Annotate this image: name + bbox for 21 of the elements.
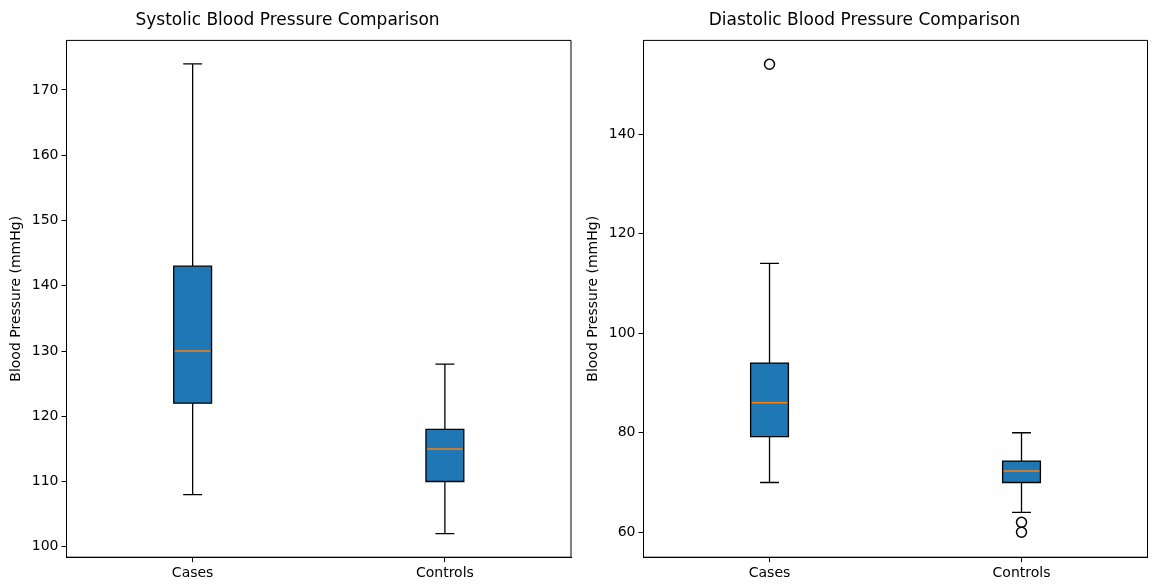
chart-title: Systolic Blood Pressure Comparison (135, 8, 440, 29)
y-tick-label: 120 (31, 406, 59, 423)
y-tick-label: 160 (31, 145, 59, 162)
x-tick-label: Controls (415, 564, 474, 581)
y-tick-label: 140 (608, 124, 636, 141)
y-tick-label: 120 (608, 224, 636, 241)
y-tick-label: 170 (31, 80, 59, 97)
y-tick-label: 60 (617, 522, 636, 539)
y-tick-label: 80 (617, 423, 636, 440)
x-tick-label: Cases (748, 564, 791, 581)
y-tick-label: 130 (31, 341, 59, 358)
x-tick-label: Cases (171, 564, 214, 581)
y-tick-label: 110 (31, 472, 59, 489)
x-tick-label: Controls (992, 564, 1051, 581)
y-axis-title: Blood Pressure (mmHg) (7, 215, 24, 382)
y-tick-label: 140 (31, 276, 59, 293)
y-axis-title: Blood Pressure (mmHg) (584, 215, 601, 382)
y-tick-label: 150 (31, 211, 59, 228)
y-tick-label: 100 (31, 537, 59, 554)
chart-title: Diastolic Blood Pressure Comparison (708, 8, 1021, 29)
y-tick-label: 100 (608, 323, 636, 340)
